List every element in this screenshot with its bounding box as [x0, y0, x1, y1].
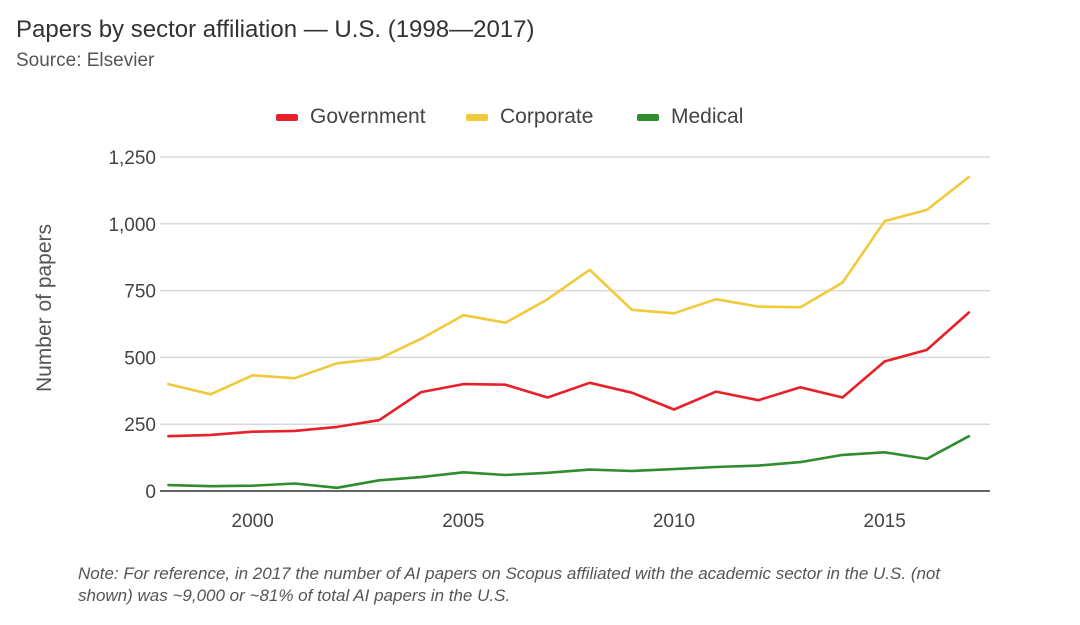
legend-label-medical: Medical	[671, 105, 744, 128]
y-tick-label-1250: 1,250	[108, 148, 156, 169]
legend-swatch-medical	[637, 113, 659, 121]
legend-swatch-government	[276, 113, 298, 121]
y-tick-label-1000: 1,000	[108, 215, 156, 236]
series-line-government	[167, 311, 971, 438]
chart-title: Papers by sector affiliation — U.S. (199…	[16, 16, 535, 43]
legend-item-medical: Medical	[637, 105, 743, 129]
legend-swatch-corporate	[466, 113, 488, 121]
series-line-corporate	[167, 175, 971, 396]
x-tick-label-2000: 2000	[232, 511, 274, 532]
x-tick-label-2005: 2005	[442, 511, 484, 532]
y-tick-label-250: 250	[124, 415, 156, 436]
legend: Government Corporate Medical	[0, 105, 1080, 135]
legend-label-corporate: Corporate	[500, 105, 594, 128]
y-tick-label-750: 750	[124, 282, 156, 303]
legend-item-corporate: Corporate	[466, 105, 593, 129]
y-tick-label-500: 500	[124, 348, 156, 369]
footnote: Note: For reference, in 2017 the number …	[78, 564, 941, 605]
x-tick-label-2010: 2010	[653, 511, 695, 532]
y-tick-label-0: 0	[145, 482, 156, 503]
legend-item-government: Government	[276, 105, 426, 129]
legend-label-government: Government	[310, 105, 426, 128]
x-tick-label-2015: 2015	[864, 511, 906, 532]
chart-source: Source: Elsevier	[16, 50, 155, 71]
series-line-medical	[167, 434, 971, 490]
